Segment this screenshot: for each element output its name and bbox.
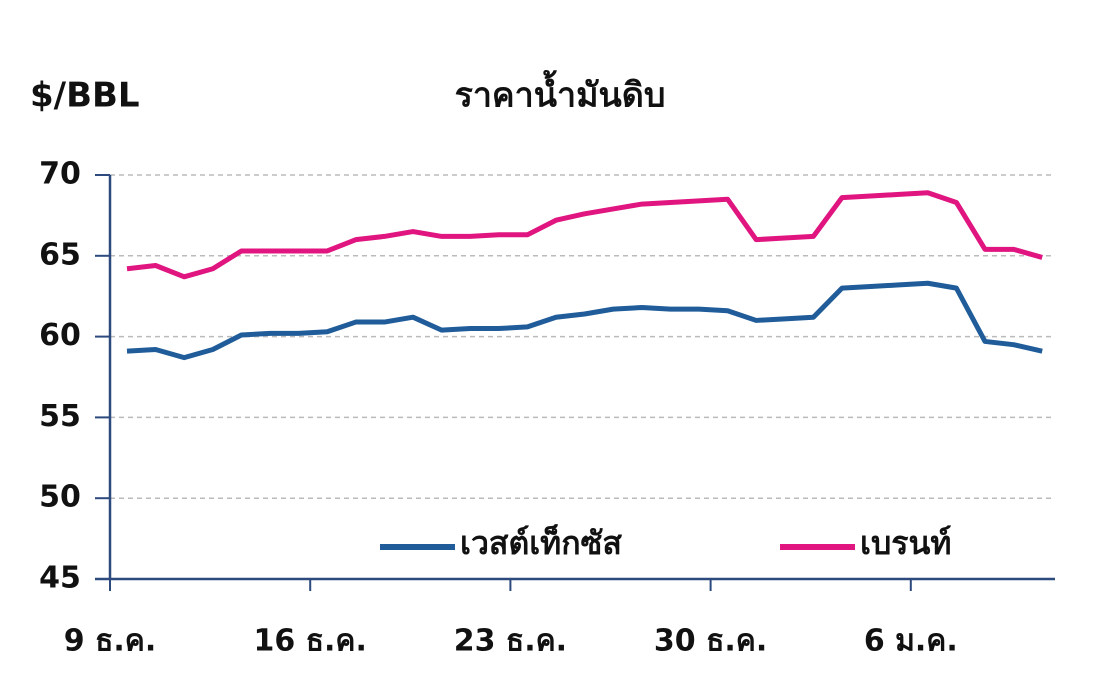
- x-tick-label: 16 ธ.ค.: [254, 624, 367, 659]
- x-tick-label: 30 ธ.ค.: [654, 624, 767, 659]
- legend-label: เวสต์เท็กซัส: [460, 523, 622, 562]
- x-tick-label: 23 ธ.ค.: [454, 624, 567, 659]
- line: [126, 280, 1043, 361]
- line: [126, 190, 1043, 280]
- y-tick-label: 65: [39, 237, 81, 272]
- y-tick-label: 50: [39, 480, 81, 515]
- chart-title: ราคาน้ำมันดิบ: [455, 70, 666, 116]
- legend-label: เบรนท์: [860, 524, 951, 562]
- y-axis-label: $/BBL: [30, 76, 140, 116]
- y-tick-label: 55: [39, 399, 81, 434]
- y-tick-label: 70: [39, 157, 81, 192]
- y-tick-label: 60: [39, 318, 81, 353]
- x-tick-label: 9 ธ.ค.: [64, 624, 157, 659]
- x-tick-label: 6 ม.ค.: [864, 624, 958, 659]
- y-tick-label: 45: [39, 561, 81, 596]
